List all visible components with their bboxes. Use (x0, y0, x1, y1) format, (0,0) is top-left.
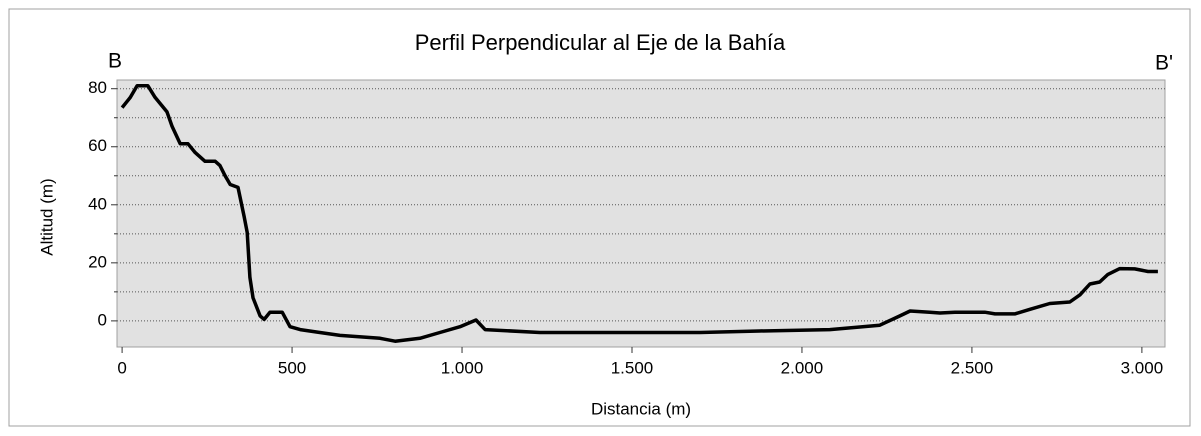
plot-area (116, 79, 1166, 348)
y-tick-label: 80 (88, 78, 107, 97)
x-tick-label: 500 (278, 358, 306, 377)
x-tick-label: 2.500 (951, 358, 994, 377)
x-tick-label: 1.500 (611, 358, 654, 377)
y-axis-label: Altitud (m) (37, 178, 56, 255)
y-tick-label: 40 (88, 194, 107, 213)
annotation: B (108, 50, 122, 73)
y-tick-label: 0 (98, 310, 107, 329)
chart-title: Perfil Perpendicular al Eje de la Bahía (415, 30, 786, 55)
annotation: B' (1155, 52, 1173, 75)
x-tick-label: 2.000 (781, 358, 824, 377)
profile-line (120, 84, 1158, 343)
y-tick-label: 20 (88, 252, 107, 271)
x-axis-label: Distancia (m) (591, 399, 691, 418)
x-tick-label: 1.000 (441, 358, 484, 377)
x-tick-label: 3.000 (1121, 358, 1164, 377)
x-tick-label: 0 (117, 358, 126, 377)
y-tick-label: 60 (88, 136, 107, 155)
